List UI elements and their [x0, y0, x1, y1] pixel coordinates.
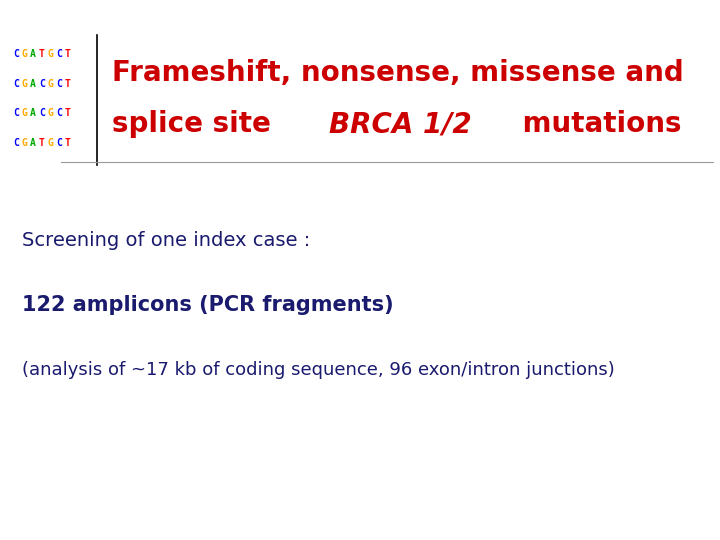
Text: A: A [30, 138, 36, 148]
Text: C: C [13, 109, 19, 118]
Text: (analysis of ~17 kb of coding sequence, 96 exon/intron junctions): (analysis of ~17 kb of coding sequence, … [22, 361, 614, 379]
Text: T: T [65, 109, 71, 118]
Text: C: C [13, 79, 19, 89]
Text: BRCA 1/2: BRCA 1/2 [329, 110, 472, 138]
Text: C: C [13, 49, 19, 59]
Text: G: G [48, 138, 53, 148]
Text: A: A [30, 109, 36, 118]
Text: C: C [56, 109, 62, 118]
Text: C: C [56, 79, 62, 89]
Text: T: T [39, 138, 45, 148]
Text: A: A [30, 49, 36, 59]
Text: T: T [65, 79, 71, 89]
Text: T: T [65, 49, 71, 59]
Text: splice site: splice site [112, 110, 280, 138]
Text: Frameshift, nonsense, missense and: Frameshift, nonsense, missense and [112, 59, 683, 87]
Text: C: C [56, 138, 62, 148]
Text: C: C [39, 79, 45, 89]
Text: C: C [13, 138, 19, 148]
Text: T: T [39, 49, 45, 59]
Text: G: G [22, 49, 27, 59]
Text: T: T [65, 138, 71, 148]
Text: G: G [48, 79, 53, 89]
Text: G: G [22, 79, 27, 89]
Text: Screening of one index case :: Screening of one index case : [22, 231, 310, 250]
Text: 122 amplicons (PCR fragments): 122 amplicons (PCR fragments) [22, 295, 393, 315]
Text: G: G [48, 109, 53, 118]
Text: G: G [22, 138, 27, 148]
Text: C: C [39, 109, 45, 118]
Text: G: G [48, 49, 53, 59]
Text: mutations: mutations [513, 110, 682, 138]
Text: A: A [30, 79, 36, 89]
Text: G: G [22, 109, 27, 118]
Text: C: C [56, 49, 62, 59]
